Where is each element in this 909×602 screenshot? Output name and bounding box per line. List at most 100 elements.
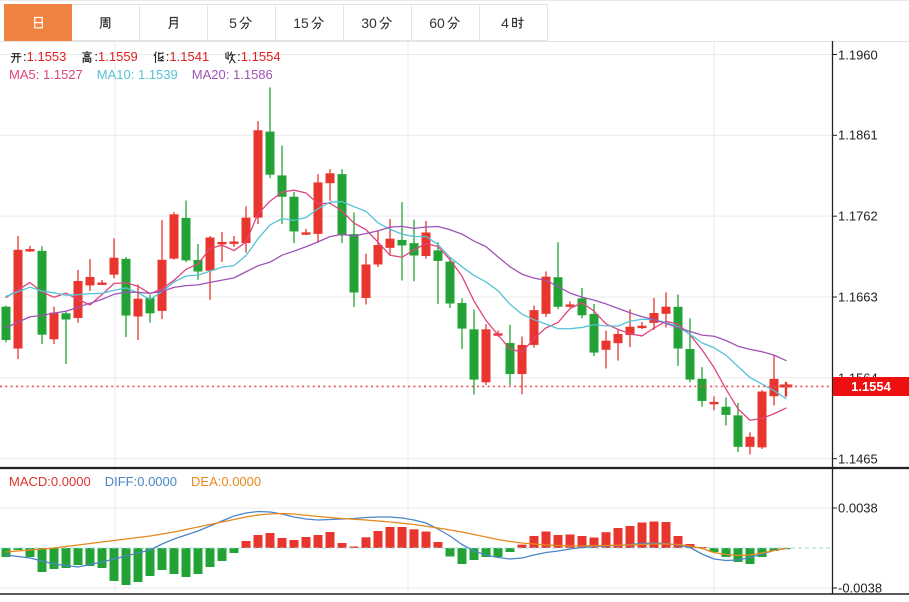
ma5-line — [5, 189, 787, 421]
macd-bar — [421, 531, 431, 548]
macd-bar — [241, 541, 251, 548]
candle-body — [301, 232, 311, 235]
candle-body — [733, 415, 743, 447]
candle-body — [205, 237, 215, 271]
candle-body — [757, 391, 767, 448]
tab-period-8[interactable]: 4 — [480, 4, 548, 41]
price-axis-label-1.1960: 1.1960 — [838, 47, 878, 62]
candle-body — [529, 310, 539, 345]
candle-body — [385, 238, 395, 248]
cjk-glyph-分 — [446, 15, 461, 30]
macd-bar — [313, 535, 323, 548]
macd-bar — [517, 544, 527, 548]
macd-bar — [349, 546, 359, 548]
cjk-glyph-高 — [80, 50, 94, 64]
cjk-glyph-时 — [510, 15, 525, 30]
macd-axis-label-0.0038: 0.0038 — [838, 500, 878, 516]
candle-body — [541, 276, 551, 314]
candle-body — [157, 259, 167, 311]
ma20-value: 1.1586 — [233, 67, 273, 82]
macd-bar — [181, 548, 191, 577]
tab-period-4[interactable]: 5 — [208, 4, 276, 41]
candle-body — [613, 333, 623, 344]
macd-bar — [121, 548, 131, 585]
macd-bar — [85, 548, 95, 566]
candle-body — [589, 313, 599, 353]
cjk-glyph-分 — [378, 15, 393, 30]
macd-bar — [661, 522, 671, 548]
candle-body — [1, 306, 11, 341]
tab-period-1[interactable] — [4, 4, 72, 41]
macd-bar — [37, 548, 47, 572]
macd-bar — [577, 536, 587, 548]
macd-diff-line — [5, 510, 787, 568]
macd-bar — [289, 540, 299, 548]
macd-bar — [229, 548, 239, 553]
candle-body — [433, 250, 443, 261]
dea-value: 0.0000 — [221, 474, 262, 489]
macd-bar — [13, 548, 23, 550]
candle-body — [325, 173, 335, 184]
macd-bar — [49, 548, 59, 569]
candle-body — [565, 304, 575, 307]
open-label: : — [9, 49, 27, 64]
candle-body — [193, 259, 203, 272]
macd-bar — [433, 542, 443, 548]
macd-bar — [673, 536, 683, 548]
candlestick-macd-chart[interactable] — [0, 41, 909, 602]
macd-bar — [397, 527, 407, 548]
candle-body — [745, 436, 755, 447]
macd-bar — [721, 548, 731, 557]
tab-period-3[interactable] — [140, 4, 208, 41]
candle-body — [109, 257, 119, 275]
macd-bar — [253, 535, 263, 548]
macd-bar — [337, 543, 347, 548]
macd-bar — [589, 537, 599, 548]
candle-body — [337, 174, 347, 236]
tab-period-2[interactable] — [72, 4, 140, 41]
macd-bar — [385, 527, 395, 548]
macd-bar — [769, 548, 779, 551]
close-value: 1.1554 — [240, 49, 281, 64]
macd-bar — [469, 548, 479, 560]
macd-bar — [61, 548, 71, 568]
macd-bar — [277, 538, 287, 548]
macd-bar — [457, 548, 467, 564]
macd-bar — [445, 548, 455, 557]
macd-bar — [553, 535, 563, 548]
candle-body — [697, 378, 707, 401]
candle-body — [217, 241, 227, 245]
close-label: : — [223, 49, 241, 64]
candle-body — [637, 325, 647, 329]
candle-body — [445, 261, 455, 304]
macd-bar — [373, 531, 383, 548]
candle-body — [277, 175, 287, 197]
price-axis-label-1.1861: 1.1861 — [838, 127, 878, 143]
candle-body — [649, 312, 659, 323]
macd-bar — [109, 548, 119, 581]
candle-body — [169, 214, 179, 259]
candle-body — [181, 217, 191, 261]
candle-body — [25, 249, 35, 252]
macd-bar — [73, 548, 83, 565]
open-value: 1.1553 — [26, 49, 67, 64]
high-value: 1.1559 — [98, 49, 138, 64]
candle-body — [85, 276, 95, 286]
candle-body — [553, 277, 563, 307]
macd-bar — [217, 548, 227, 561]
macd-bar — [169, 548, 179, 574]
price-axis-label-1.1762: 1.1762 — [838, 208, 878, 224]
candle-body — [661, 306, 671, 314]
macd-bar — [493, 548, 503, 557]
